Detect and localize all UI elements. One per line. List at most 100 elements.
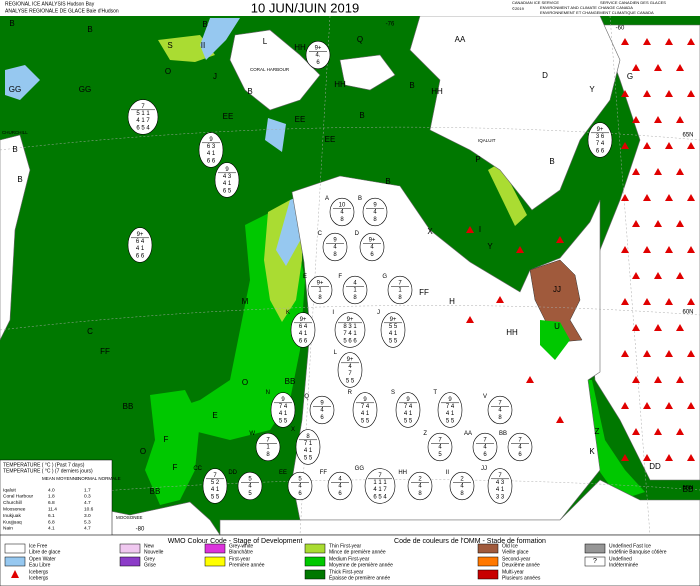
iceberg-symbol <box>632 220 640 227</box>
table-title: TEMPERATURE ( °C ) (7 derniers jours) <box>3 468 93 474</box>
egg-line: 5 <box>248 491 252 497</box>
egg-oval <box>472 432 498 462</box>
iceberg-symbol <box>687 454 695 461</box>
egg-line: 1 <box>318 288 322 294</box>
table-cell: 6.8 <box>48 519 55 525</box>
egg-label: X <box>291 427 295 433</box>
iceberg-symbol <box>687 90 695 97</box>
legend-label-fr: Plusieurs années <box>502 575 541 581</box>
egg-oval <box>437 392 463 428</box>
iceberg-symbol <box>643 454 651 461</box>
egg-label: T <box>433 390 437 396</box>
iceberg-symbol <box>621 246 629 253</box>
region-label: L <box>263 37 268 46</box>
egg-line: 5 1 1 <box>136 111 150 117</box>
coordinate-label: -76 <box>386 22 395 28</box>
egg-line: 4 1 <box>304 448 313 454</box>
egg-oval <box>322 232 348 262</box>
thin-first-year <box>488 163 527 226</box>
coordinate-label: 55N <box>682 486 693 492</box>
egg-oval <box>380 312 406 348</box>
egg-line: 6 6 <box>207 158 216 164</box>
table-cell: 6.8 <box>48 500 55 506</box>
iceberg-symbol <box>665 142 673 149</box>
egg-line: 9+ <box>347 357 354 363</box>
egg-label: G <box>382 274 387 280</box>
legend-swatch <box>477 569 499 580</box>
region-label: S <box>167 41 172 50</box>
egg-line: 8 <box>306 434 310 440</box>
table-cell: Churchill <box>3 500 22 506</box>
region-label: B <box>12 145 17 154</box>
egg-line: 4 1 <box>211 487 220 493</box>
table-cell: Inukjuak <box>3 513 21 519</box>
egg-line: 4 <box>298 484 302 490</box>
legend-label-fr: Indéfinie Banquise côtière <box>609 549 667 555</box>
legend-title: Code de couleurs de l'OMM - Stade de for… <box>394 538 546 545</box>
legend-label: Thin First-year <box>329 543 362 549</box>
egg-line: 9+ <box>300 317 307 323</box>
egg-line: 9 <box>320 400 324 406</box>
egg-label: DD <box>228 470 237 476</box>
graticule-line <box>0 305 700 331</box>
legend-label-fr: Libre de glace <box>29 549 61 555</box>
legend-label: Open Water <box>29 556 56 562</box>
egg-line: 4 1 <box>446 411 455 417</box>
egg-line: 4 3 <box>496 480 505 486</box>
legend-label-fr: Nouvelle <box>144 549 164 555</box>
region-label: GG <box>9 85 21 94</box>
iceberg-symbol <box>643 298 651 305</box>
region-label: Z <box>595 427 600 436</box>
legend-label-fr: Blanchâtre <box>229 549 253 555</box>
egg-line: 4 3 <box>223 174 232 180</box>
legend-box <box>0 534 700 586</box>
iceberg-symbol <box>654 376 662 383</box>
iceberg-symbol <box>556 416 564 423</box>
legend-label: Multi-year <box>502 569 524 575</box>
region-label: HH <box>506 328 518 337</box>
egg-code: AA 7 46 <box>464 431 498 462</box>
egg-line: 5 5 <box>304 455 313 461</box>
legend-label-fr: Mince de première année <box>329 549 386 555</box>
header-title: 10 JUN/JUIN 2019 <box>251 0 359 15</box>
egg-label: I <box>332 310 334 316</box>
table-cell: Moosonee <box>3 506 26 512</box>
open-water <box>200 18 240 60</box>
egg-line: 5 6 6 <box>343 338 357 344</box>
iceberg-symbol <box>496 296 504 303</box>
legend-swatch <box>477 556 499 567</box>
egg-oval <box>327 471 353 501</box>
table-box <box>0 459 113 537</box>
region-label: F <box>164 435 169 444</box>
iceberg-symbol <box>643 142 651 149</box>
region-label: B <box>409 81 414 90</box>
egg-label: B <box>358 196 362 202</box>
iceberg-symbol <box>676 428 684 435</box>
iceberg-symbol <box>632 116 640 123</box>
table-cell: 4.1 <box>48 526 55 532</box>
open-water <box>265 118 286 152</box>
egg-oval <box>427 432 453 462</box>
egg-line: 4 <box>340 210 344 216</box>
egg-code: 9+3 67 46 6 <box>587 122 613 158</box>
egg-line: 5 5 <box>446 418 455 424</box>
legend-label: Thick First-year <box>329 569 364 575</box>
egg-line: 9 <box>209 137 213 143</box>
egg-line: 4 1 <box>207 151 216 157</box>
legend-swatch <box>304 543 326 554</box>
iceberg-symbol <box>643 90 651 97</box>
egg-line: 9+ <box>317 280 324 286</box>
egg-code: Q 9 46 <box>304 394 335 425</box>
egg-line: 4 1 7 <box>136 118 150 124</box>
egg-oval <box>487 468 513 504</box>
egg-code: W 7 18 <box>249 431 281 462</box>
egg-line: 9+ <box>137 232 144 238</box>
egg-code: R 97 44 15 5 <box>348 390 378 428</box>
header-right: ENVIRONNEMENT ET CHANGEMENT CLIMATIQUE C… <box>540 10 654 15</box>
table-rows: Iqaluit 4.0 1.7 Coral Harbour 1.8 0.3 Churchil… <box>3 487 94 531</box>
egg-code: I 9+8 3 17 4 15 6 6 <box>332 310 366 348</box>
graticule-line <box>609 15 651 536</box>
legend-label-fr: Deuxième année <box>502 562 540 568</box>
egg-code: 96 34 16 6 <box>198 132 224 168</box>
